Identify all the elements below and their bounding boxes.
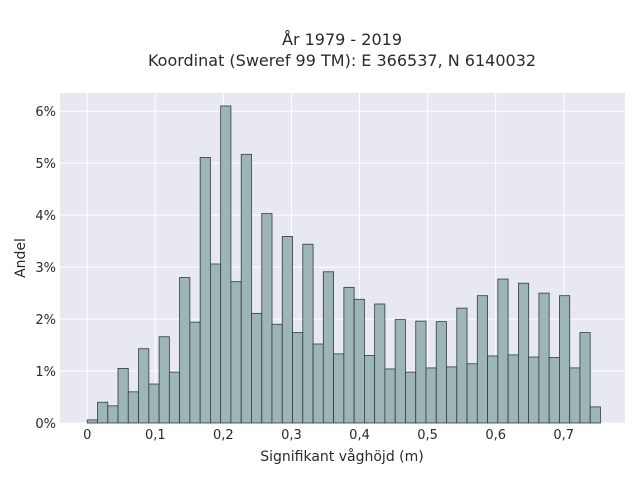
histogram-bar — [210, 263, 222, 424]
x-tick-label: 0,5 — [417, 428, 438, 443]
y-tick-label: 6% — [35, 105, 56, 120]
histogram-bar — [538, 292, 550, 424]
x-tick-label: 0 — [83, 428, 91, 443]
histogram-bar — [446, 366, 458, 424]
histogram-bar — [517, 282, 530, 424]
histogram-bar — [579, 332, 591, 424]
bars — [86, 105, 601, 424]
histogram-bar — [251, 312, 263, 424]
y-tick-label: 4% — [35, 209, 56, 224]
histogram-bar — [86, 419, 98, 424]
histogram-bar — [158, 336, 170, 424]
histogram-bar — [138, 348, 150, 424]
chart-title-line2: Koordinat (Sweref 99 TM): E 366537, N 61… — [148, 51, 536, 70]
y-tick-label: 5% — [35, 157, 56, 172]
x-tick-label: 0,3 — [281, 428, 302, 443]
histogram-bar — [476, 295, 488, 424]
histogram-bar — [364, 355, 376, 424]
histogram-bar — [528, 356, 540, 424]
histogram-bar — [199, 157, 211, 424]
histogram-bar — [466, 363, 478, 424]
histogram-bar — [271, 323, 283, 424]
histogram-bar — [415, 320, 427, 424]
x-tick-label: 0,2 — [213, 428, 234, 443]
histogram-bar — [374, 303, 386, 424]
histogram-bar — [589, 406, 601, 424]
histogram-bar — [302, 243, 314, 424]
x-axis-ticks: 0 0,1 0,2 0,3 0,4 0,5 0,6 0,7 — [83, 428, 574, 443]
histogram-bar — [569, 367, 581, 424]
histogram-bar — [220, 105, 232, 424]
histogram-bar — [107, 405, 119, 424]
histogram-bar — [312, 343, 324, 424]
histogram-bar — [127, 391, 139, 424]
histogram-bar — [435, 321, 447, 424]
histogram-bar — [384, 368, 396, 424]
histogram-bar — [353, 298, 365, 424]
histogram-bar — [117, 368, 129, 424]
histogram-bar — [168, 371, 180, 424]
histogram-bar — [507, 354, 519, 424]
histogram-bar — [281, 236, 293, 424]
histogram-bar — [487, 355, 499, 424]
histogram-bar — [97, 401, 109, 424]
x-tick-label: 0,1 — [145, 428, 166, 443]
histogram-bar — [240, 153, 252, 424]
x-axis-label: Signifikant våghöjd (m) — [260, 448, 423, 465]
histogram-bar — [456, 307, 468, 424]
histogram-bar — [425, 367, 437, 424]
histogram-bar — [189, 321, 201, 424]
y-axis-label: Andel — [13, 238, 29, 278]
y-tick-label: 2% — [35, 313, 56, 328]
histogram-bar — [497, 278, 509, 424]
histogram-bar — [405, 371, 417, 424]
y-tick-label: 1% — [35, 365, 56, 380]
histogram-bar — [548, 357, 560, 424]
y-tick-label: 0% — [35, 417, 56, 432]
histogram-bar — [292, 332, 304, 424]
y-tick-label: 3% — [35, 261, 56, 276]
histogram-bar — [230, 281, 242, 424]
histogram-bar — [322, 271, 334, 424]
x-tick-label: 0,4 — [349, 428, 370, 443]
histogram-bar — [179, 277, 191, 424]
chart-title-line1: År 1979 - 2019 — [282, 30, 402, 49]
histogram-bar — [394, 319, 406, 424]
histogram-bar — [148, 383, 160, 424]
x-tick-label: 0,6 — [485, 428, 506, 443]
histogram-bar — [343, 286, 355, 424]
histogram-bar — [261, 213, 273, 424]
histogram-bar — [333, 353, 345, 424]
y-axis-ticks: 0% 1% 2% 3% 4% 5% 6% — [35, 105, 56, 432]
histogram-bar — [559, 295, 571, 424]
x-tick-label: 0,7 — [553, 428, 574, 443]
